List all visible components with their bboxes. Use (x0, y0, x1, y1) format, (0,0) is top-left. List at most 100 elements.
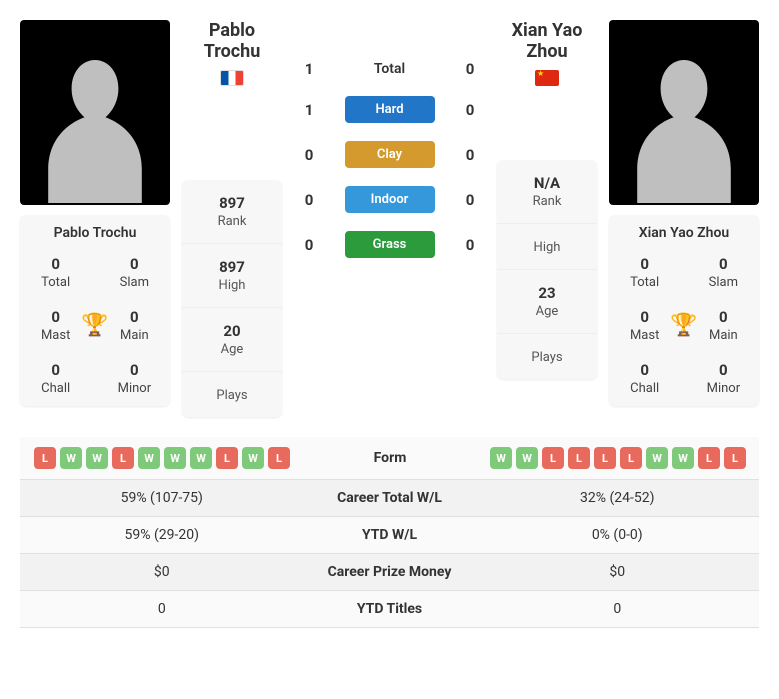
surface-badge[interactable]: Indoor (345, 186, 435, 213)
p1-titles-card: Pablo Trochu 0Total 0Slam 0Mast 🏆 0Main … (20, 215, 170, 406)
p1-main: 0Main (109, 308, 160, 343)
h2h-column: 1Total01Hard00Clay00Indoor00Grass0 (294, 20, 485, 417)
p2-plays: Plays (497, 333, 597, 379)
h2h-p1-val: 0 (294, 146, 324, 164)
p2-column: Xian Yao Zhou 0Total 0Slam 0Mast 🏆 0Main… (609, 20, 759, 417)
h2h-row: 0 Clay 0 (294, 141, 485, 168)
form-badge: L (620, 447, 642, 469)
comp-right: 32% (24-52) (490, 490, 746, 506)
comp-label: YTD Titles (290, 601, 490, 617)
h2h-p1-val: 0 (294, 191, 324, 209)
form-badge: W (138, 447, 160, 469)
p2-titles-card: Xian Yao Zhou 0Total 0Slam 0Mast 🏆 0Main… (609, 215, 759, 406)
p2-card-name: Xian Yao Zhou (619, 225, 749, 241)
p1-name-col: Pablo Trochu 897Rank 897High 20Age Plays (182, 20, 282, 417)
h2h-label: Hard (334, 96, 445, 123)
h2h-p2-val: 0 (455, 101, 485, 119)
trophy-icon: 🏆 (81, 313, 108, 338)
comp-right: 0 (490, 601, 746, 617)
p1-image (20, 20, 170, 205)
surface-badge[interactable]: Hard (345, 96, 435, 123)
flag-france-icon (220, 70, 244, 86)
form-badge: W (490, 447, 512, 469)
form-badge: L (34, 447, 56, 469)
p1-high: 897High (182, 243, 282, 307)
p1-rank: 897Rank (182, 180, 282, 243)
comp-label: YTD W/L (290, 527, 490, 543)
form-badge: W (190, 447, 212, 469)
p2-minor: 0Minor (698, 361, 749, 396)
trophy-icon: 🏆 (670, 313, 697, 338)
p2-age: 23Age (497, 269, 597, 333)
silhouette-icon (619, 45, 749, 205)
p1-form: LWWLWWWLWL (34, 447, 290, 469)
form-badge: W (672, 447, 694, 469)
comp-left: $0 (34, 564, 290, 580)
comp-right: WWLLLLWWLL (490, 447, 746, 469)
p1-stats-card: 897Rank 897High 20Age Plays (182, 180, 282, 417)
p2-rank: N/ARank (497, 160, 597, 223)
form-badge: L (568, 447, 590, 469)
h2h-p2-val: 0 (455, 236, 485, 254)
form-badge: W (242, 447, 264, 469)
form-badge: W (646, 447, 668, 469)
p1-mast: 0Mast (30, 308, 81, 343)
p2-slam: 0Slam (698, 255, 749, 290)
p2-form: WWLLLLWWLL (490, 447, 746, 469)
h2h-row: 0 Indoor 0 (294, 186, 485, 213)
form-badge: L (724, 447, 746, 469)
h2h-label: Grass (334, 231, 445, 258)
h2h-p2-val: 0 (455, 191, 485, 209)
h2h-row: 1Total0 (294, 60, 485, 78)
h2h-label: Total (334, 61, 445, 77)
form-badge: W (516, 447, 538, 469)
comp-label: Career Total W/L (290, 490, 490, 506)
comparison-table: LWWLWWWLWLFormWWLLLLWWLL59% (107-75)Care… (20, 437, 759, 628)
comp-label: Career Prize Money (290, 564, 490, 580)
flag-china-icon (535, 70, 559, 86)
h2h-label: Clay (334, 141, 445, 168)
p1-age: 20Age (182, 307, 282, 371)
form-badge: L (594, 447, 616, 469)
p1-total: 0Total (30, 255, 81, 290)
p2-name-col: Xian Yao Zhou N/ARank High 23Age Plays (497, 20, 597, 417)
p1-minor: 0Minor (109, 361, 160, 396)
p2-mast: 0Mast (619, 308, 670, 343)
surface-badge[interactable]: Grass (345, 231, 435, 258)
h2h-p2-val: 0 (455, 146, 485, 164)
comp-row: 0YTD Titles0 (20, 591, 759, 628)
comp-right: $0 (490, 564, 746, 580)
surface-badge[interactable]: Clay (345, 141, 435, 168)
comp-left: 0 (34, 601, 290, 617)
comp-right: 0% (0-0) (490, 527, 746, 543)
form-badge: L (112, 447, 134, 469)
p1-column: Pablo Trochu 0Total 0Slam 0Mast 🏆 0Main … (20, 20, 170, 417)
comp-left: 59% (107-75) (34, 490, 290, 506)
h2h-row: 1 Hard 0 (294, 96, 485, 123)
form-badge: L (698, 447, 720, 469)
silhouette-icon (30, 45, 160, 205)
form-badge: L (216, 447, 238, 469)
p2-chall: 0Chall (619, 361, 670, 396)
comp-left: LWWLWWWLWL (34, 447, 290, 469)
p2-stats-card: N/ARank High 23Age Plays (497, 160, 597, 379)
comp-label: Form (290, 450, 490, 466)
h2h-label: Indoor (334, 186, 445, 213)
h2h-row: 0Grass0 (294, 231, 485, 258)
comp-row: 59% (107-75)Career Total W/L32% (24-52) (20, 480, 759, 517)
form-badge: W (60, 447, 82, 469)
comp-row: $0Career Prize Money$0 (20, 554, 759, 591)
h2h-p1-val: 1 (294, 101, 324, 119)
p2-total: 0Total (619, 255, 670, 290)
top-section: Pablo Trochu 0Total 0Slam 0Mast 🏆 0Main … (20, 20, 759, 417)
comp-left: 59% (29-20) (34, 527, 290, 543)
p1-plays: Plays (182, 371, 282, 417)
h2h-p1-val: 1 (294, 60, 324, 78)
p2-name: Xian Yao Zhou (497, 20, 597, 62)
p2-high: High (497, 223, 597, 269)
p1-card-name: Pablo Trochu (30, 225, 160, 241)
p1-slam: 0Slam (109, 255, 160, 290)
p1-chall: 0Chall (30, 361, 81, 396)
comp-row: 59% (29-20)YTD W/L0% (0-0) (20, 517, 759, 554)
comp-row: LWWLWWWLWLFormWWLLLLWWLL (20, 437, 759, 480)
